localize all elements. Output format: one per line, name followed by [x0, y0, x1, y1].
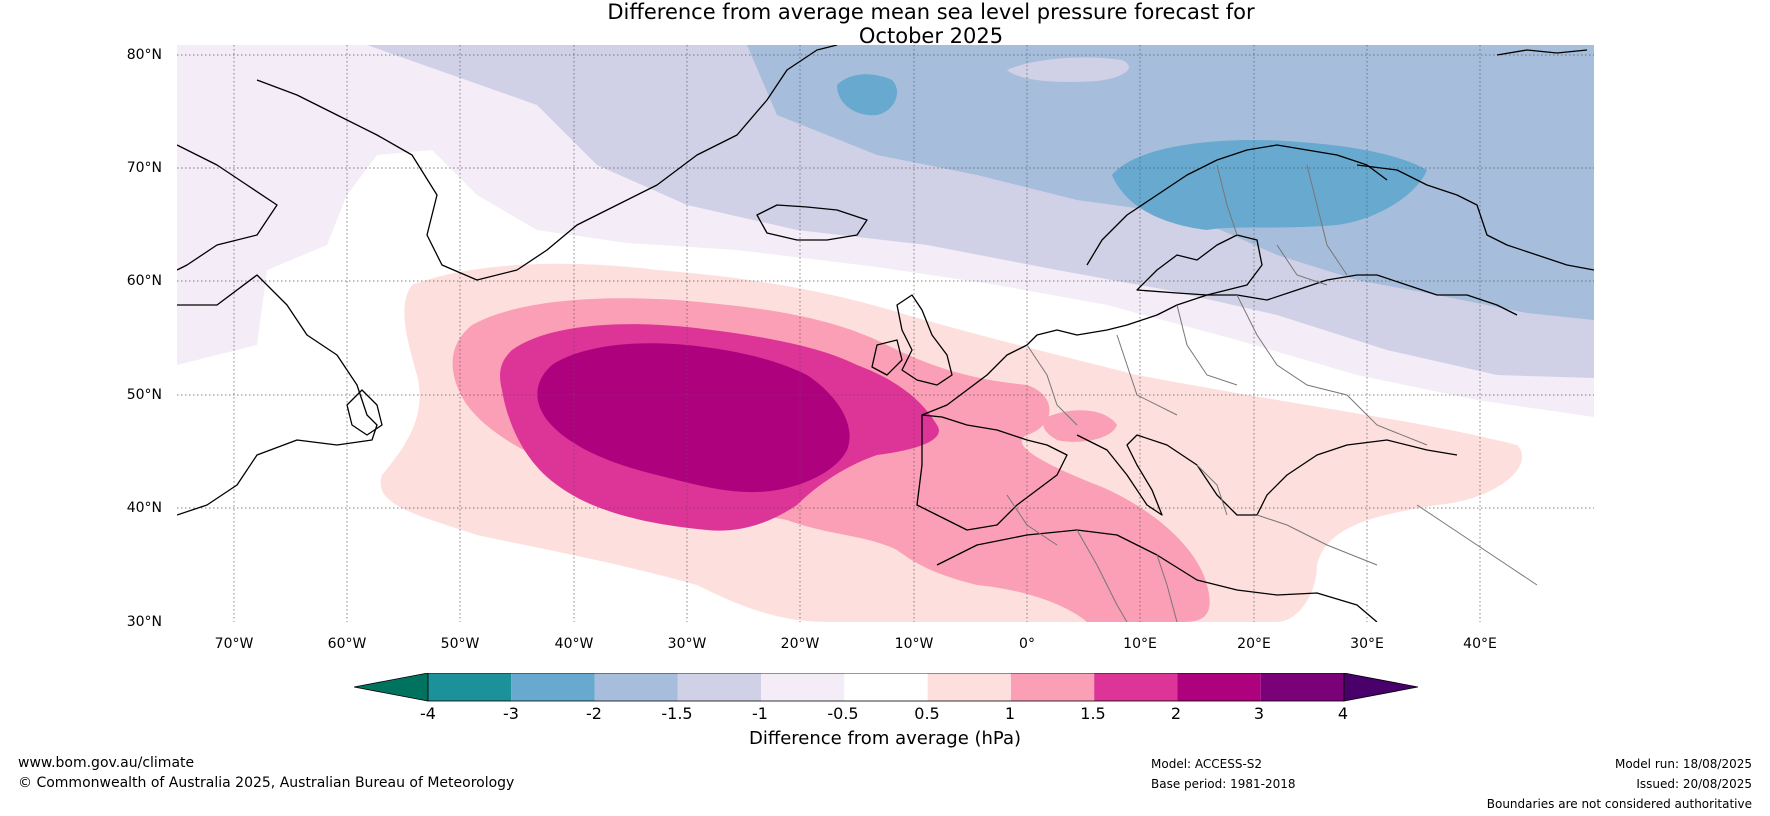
issued-text: Issued: 20/08/2025 [1636, 777, 1752, 791]
colorbar-segment [1260, 673, 1344, 701]
colorbar-segment [1177, 673, 1261, 701]
colorbar-segment [844, 673, 928, 701]
coastline-labrador [177, 274, 378, 516]
lat-label-60n: 60°N [126, 273, 162, 289]
colorbar-segment [594, 673, 678, 701]
coastline-great-britain [896, 294, 953, 386]
title-line-2: October 2025 [858, 24, 1004, 48]
lon-label-60w: 60°W [327, 636, 367, 652]
title-line-1: Difference from average mean sea level p… [607, 0, 1255, 24]
coastline-svalbard [1496, 49, 1588, 56]
coastline-baffin-labrador [177, 144, 278, 271]
coastline-iceland [756, 204, 868, 241]
colorbar-tick: -1.5 [661, 704, 693, 723]
base-period-text: Base period: 1981-2018 [1151, 777, 1296, 791]
colorbar-segment [428, 673, 512, 701]
coastline-ireland [871, 339, 903, 376]
colorbar-tick: 3 [1253, 704, 1265, 723]
colorbar-tick: -4 [420, 704, 436, 723]
lat-label-80n: 80°N [126, 47, 162, 63]
colorbar [354, 673, 1418, 702]
colorbar-tick: -3 [503, 704, 519, 723]
model-text: Model: ACCESS-S2 [1151, 757, 1263, 771]
disclaimer-text: Boundaries are not considered authoritat… [1486, 797, 1752, 811]
colorbar-tick: -1 [752, 704, 768, 723]
anomaly-band-minus-2-north [837, 74, 897, 116]
coastline-iberia [916, 414, 1068, 531]
coastline-scandinavia [1086, 144, 1388, 266]
anomaly-band-minus-2-scandinavia [1112, 140, 1427, 230]
lon-label-20w: 20°W [780, 636, 820, 652]
colorbar-tick: 1.5 [1080, 704, 1106, 723]
model-run-text: Model run: 18/08/2025 [1614, 757, 1752, 771]
website-link[interactable]: www.bom.gov.au/climate [18, 755, 195, 771]
colorbar-segment [511, 673, 595, 701]
lat-label-70n: 70°N [126, 160, 162, 176]
lat-label-30n: 30°N [126, 614, 162, 630]
anomaly-band-plus-2 [537, 343, 850, 493]
lon-label-40w: 40°W [554, 636, 594, 652]
lon-label-50w: 50°W [440, 636, 480, 652]
coastline-newfoundland [346, 389, 383, 436]
lon-label-10e: 10°E [1123, 636, 1157, 652]
anomaly-patch-plus-1-mediterranean [1043, 410, 1117, 442]
lon-label-40e: 40°E [1463, 636, 1497, 652]
coastline-kola [1356, 164, 1594, 271]
colorbar-segment [677, 673, 762, 701]
colorbar-outline [427, 673, 1345, 702]
colorbar-segment [1094, 673, 1178, 701]
colorbar-segment [1010, 673, 1095, 701]
copyright-text: © Commonwealth of Australia 2025, Austra… [18, 775, 515, 791]
coastline-scandinavia-south [1136, 234, 1263, 296]
colorbar-segment [927, 673, 1011, 701]
lon-label-30e: 30°E [1350, 636, 1384, 652]
lon-label-0: 0° [1019, 636, 1035, 652]
anomaly-band-minus-1-island [1007, 57, 1129, 82]
colorbar-tick: -0.5 [827, 704, 859, 723]
colorbar-tick: 0.5 [914, 704, 940, 723]
colorbar-segment [761, 673, 845, 701]
forecast-map [177, 45, 1594, 622]
lat-label-40n: 40°N [126, 500, 162, 516]
graticule [177, 45, 1594, 622]
lon-label-10w: 10°W [894, 636, 934, 652]
coastline-greenland [256, 45, 838, 281]
lat-label-50n: 50°N [126, 387, 162, 403]
colorbar-tick: 4 [1337, 704, 1349, 723]
lon-label-70w: 70°W [214, 636, 254, 652]
chart-title: Difference from average mean sea level p… [0, 0, 1770, 48]
colorbar-tick: 2 [1170, 704, 1182, 723]
lon-label-20e: 20°E [1237, 636, 1271, 652]
lon-label-30w: 30°W [667, 636, 707, 652]
map-panel [177, 45, 1594, 622]
colorbar-extend-high [1343, 673, 1418, 702]
colorbar-title: Difference from average (hPa) [748, 728, 1022, 749]
colorbar-tick: -2 [586, 704, 602, 723]
national-borders [1006, 164, 1538, 622]
colorbar-tick: 1 [1004, 704, 1016, 723]
coastline-north-africa [936, 529, 1378, 622]
colorbar-extend-low [354, 673, 429, 702]
